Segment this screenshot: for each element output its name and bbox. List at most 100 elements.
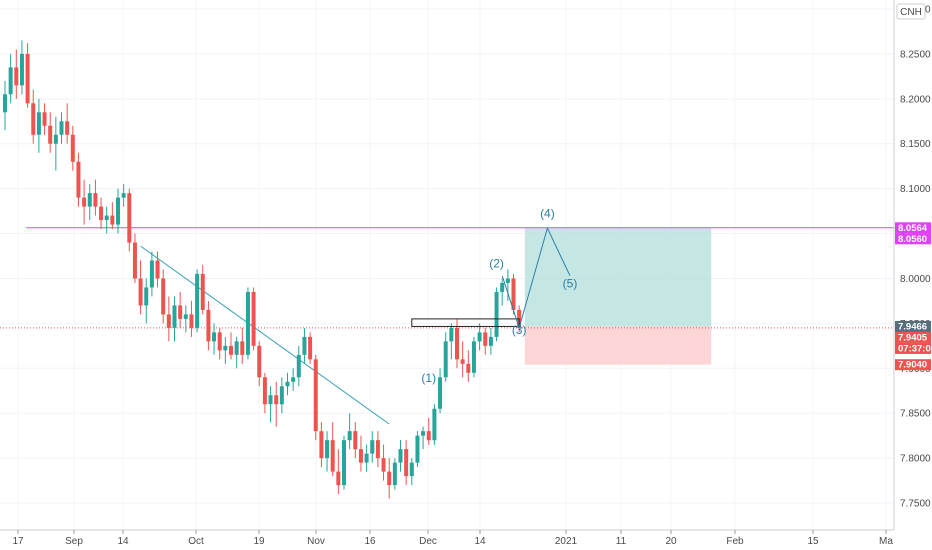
price-tag: 7.9040 — [895, 359, 931, 371]
candle — [200, 265, 205, 315]
candle — [251, 287, 256, 351]
candle — [443, 332, 448, 382]
candle — [455, 318, 459, 369]
candle — [93, 179, 98, 216]
candle — [364, 444, 369, 472]
candle — [212, 323, 217, 355]
wave-label: (2) — [489, 257, 504, 271]
candle — [330, 422, 335, 477]
candle — [19, 40, 24, 95]
candle — [313, 354, 318, 441]
x-tick-label: Ma — [879, 536, 893, 547]
candle — [279, 377, 284, 414]
x-tick-label: 16 — [364, 536, 376, 547]
wave-label: (5) — [563, 276, 578, 290]
candle — [285, 372, 290, 396]
candle — [319, 422, 324, 468]
candle — [82, 179, 87, 225]
candle — [494, 287, 499, 342]
candle — [387, 458, 392, 499]
candle — [392, 458, 397, 490]
candle — [31, 89, 36, 144]
price-tag: 8.0560 — [895, 233, 931, 245]
candle — [240, 327, 245, 364]
candle — [353, 422, 358, 459]
candle — [217, 327, 222, 360]
x-tick-label: 2021 — [555, 536, 578, 547]
candle — [262, 372, 267, 414]
candle — [8, 53, 13, 104]
candle — [42, 103, 47, 135]
price-tag-text: 7.9040 — [898, 360, 927, 371]
stop-loss-zone — [524, 326, 712, 365]
candle — [59, 112, 64, 144]
candle — [14, 49, 19, 99]
candle — [99, 197, 104, 230]
candle — [500, 278, 505, 306]
candle — [155, 251, 160, 288]
x-tick-label: 19 — [253, 536, 265, 547]
candle — [189, 300, 194, 337]
wave-label: (3) — [512, 323, 527, 337]
wave-projection-path — [501, 226, 571, 330]
candle — [183, 305, 188, 333]
candle — [268, 386, 273, 423]
price-tag-text: 8.0560 — [898, 234, 927, 245]
y-axis-gridlines — [0, 0, 894, 530]
candle — [398, 440, 403, 472]
candle — [127, 188, 132, 252]
candle — [195, 269, 200, 333]
target-zone — [524, 228, 712, 327]
candle — [438, 368, 443, 414]
candle — [477, 323, 482, 351]
candle — [116, 188, 120, 234]
y-tick-label: 8.2500 — [900, 49, 931, 60]
candle — [70, 125, 75, 171]
candle — [149, 251, 154, 297]
candle — [206, 300, 211, 351]
candle — [325, 431, 330, 472]
y-tick-label: 8.1500 — [900, 139, 931, 150]
candle — [104, 206, 109, 234]
candle — [65, 103, 70, 144]
price-tag: 7.9405 — [895, 331, 931, 343]
symbol-badge-text: CNH — [900, 7, 922, 18]
demand-box[interactable] — [411, 318, 520, 327]
candle — [245, 287, 250, 360]
x-tick-label: 17 — [12, 536, 24, 547]
price-axis-labels[interactable]: 8.30008.25008.20008.15008.10008.05008.00… — [900, 4, 931, 509]
y-tick-label: 7.8500 — [900, 409, 931, 420]
candle — [466, 350, 471, 382]
x-tick-label: Nov — [307, 536, 325, 547]
candle — [358, 435, 363, 472]
candle — [404, 440, 409, 486]
x-tick-label: Sep — [65, 536, 83, 547]
candle — [449, 323, 454, 360]
price-tag-text: 7.9466 — [898, 321, 927, 332]
candle — [460, 341, 465, 378]
candle — [144, 278, 149, 324]
time-axis-labels[interactable]: 17 Sep 14 Oct 19 Nov 16 Dec 14 2021 11 20 Feb 15 Ma — [12, 530, 893, 547]
candles — [3, 40, 522, 499]
candle — [229, 332, 233, 360]
candle — [342, 435, 346, 490]
x-tick-label: 20 — [665, 536, 677, 547]
candle — [483, 327, 488, 355]
candle — [505, 269, 510, 301]
y-tick-label: 8.0000 — [900, 274, 931, 285]
candle — [178, 291, 183, 328]
candle — [291, 368, 296, 391]
trendline[interactable] — [140, 245, 390, 425]
price-tag-text: 7.9405 — [898, 332, 928, 343]
candle — [308, 332, 313, 364]
y-tick-label: 7.7500 — [900, 499, 931, 510]
price-tag-text: 8.0564 — [898, 223, 928, 234]
candle — [48, 112, 53, 153]
x-tick-label: 14 — [474, 536, 486, 547]
candle — [223, 336, 228, 364]
candle — [234, 336, 239, 369]
x-tick-label: 15 — [807, 536, 819, 547]
candle — [488, 327, 493, 355]
